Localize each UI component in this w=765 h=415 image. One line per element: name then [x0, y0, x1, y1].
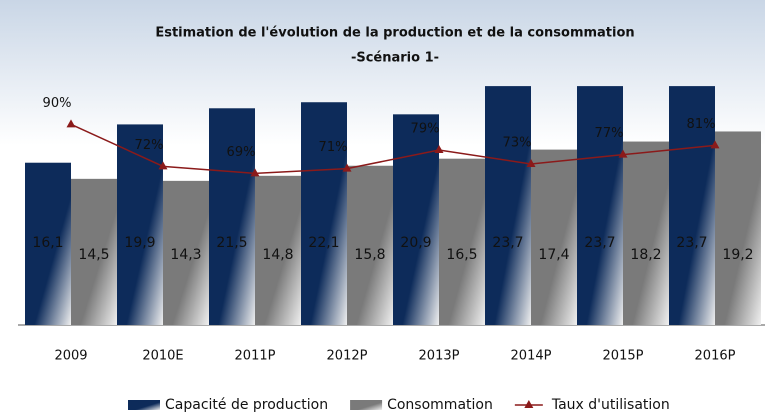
bar-value-label: 20,9 [400, 235, 431, 251]
bar [209, 108, 255, 325]
bar-value-label: 21,5 [216, 235, 247, 251]
bar-value-label: 17,4 [538, 247, 569, 263]
line-value-label: 90% [43, 96, 72, 111]
bar [623, 141, 669, 325]
bar-value-label: 15,8 [354, 247, 385, 263]
marker [710, 140, 720, 149]
legend-swatch [350, 400, 383, 410]
line-value-label: 73% [503, 136, 532, 151]
bar [71, 178, 117, 325]
x-tick-label: 2015P [603, 349, 644, 364]
chart-subtitle: -Scénario 1- [351, 51, 439, 66]
line-value-label: 77% [595, 126, 624, 141]
bar-value-label: 19,2 [722, 247, 753, 263]
line-value-label: 79% [411, 122, 440, 137]
bar-value-label: 16,5 [446, 247, 477, 263]
bar [485, 86, 531, 325]
bar-value-label: 18,2 [630, 247, 661, 263]
bar-value-label: 23,7 [676, 235, 707, 251]
legend-marker [524, 400, 534, 408]
marker [526, 159, 536, 167]
bar [715, 131, 761, 325]
legend-label: Capacité de production [165, 397, 328, 413]
marker [66, 119, 76, 128]
bar [577, 86, 623, 325]
bar-value-label: 14,5 [78, 247, 109, 263]
bar-value-label: 14,3 [170, 247, 201, 263]
bar-value-label: 22,1 [308, 235, 339, 251]
x-tick-label: 2009 [54, 349, 87, 364]
bar-value-label: 14,8 [262, 247, 293, 263]
bar [669, 86, 715, 325]
x-tick-label: 2010E [142, 349, 183, 364]
bar-value-label: 19,9 [124, 235, 155, 251]
bar-value-label: 23,7 [492, 235, 523, 251]
marker [342, 163, 352, 172]
line [70, 123, 716, 175]
line-value-label: 69% [227, 145, 256, 160]
legend-label: Consommation [387, 397, 493, 413]
bar [439, 158, 485, 325]
x-tick-label: 2011P [235, 349, 276, 364]
x-tick-label: 2012P [327, 349, 368, 364]
bar [347, 165, 393, 325]
bar [255, 175, 301, 325]
line-value-label: 71% [319, 140, 348, 155]
x-tick-label: 2014P [511, 349, 552, 364]
bar [531, 149, 577, 325]
bar-value-label: 23,7 [584, 235, 615, 251]
bar [301, 102, 347, 326]
bar [117, 124, 163, 326]
bar [25, 162, 71, 325]
legend-swatch [128, 400, 160, 410]
bar [163, 180, 209, 325]
marker [434, 145, 444, 153]
legend-label: Taux d'utilisation [551, 397, 670, 413]
marker [250, 168, 260, 177]
bar [393, 114, 439, 325]
bar-value-label: 16,1 [32, 235, 63, 251]
chart-title: Estimation de l'évolution de la producti… [155, 26, 634, 41]
x-tick-label: 2013P [419, 349, 460, 364]
line-value-label: 81% [687, 117, 716, 132]
marker [618, 149, 628, 158]
marker [158, 161, 168, 170]
line-value-label: 72% [135, 138, 164, 153]
x-tick-label: 2016P [695, 349, 736, 364]
